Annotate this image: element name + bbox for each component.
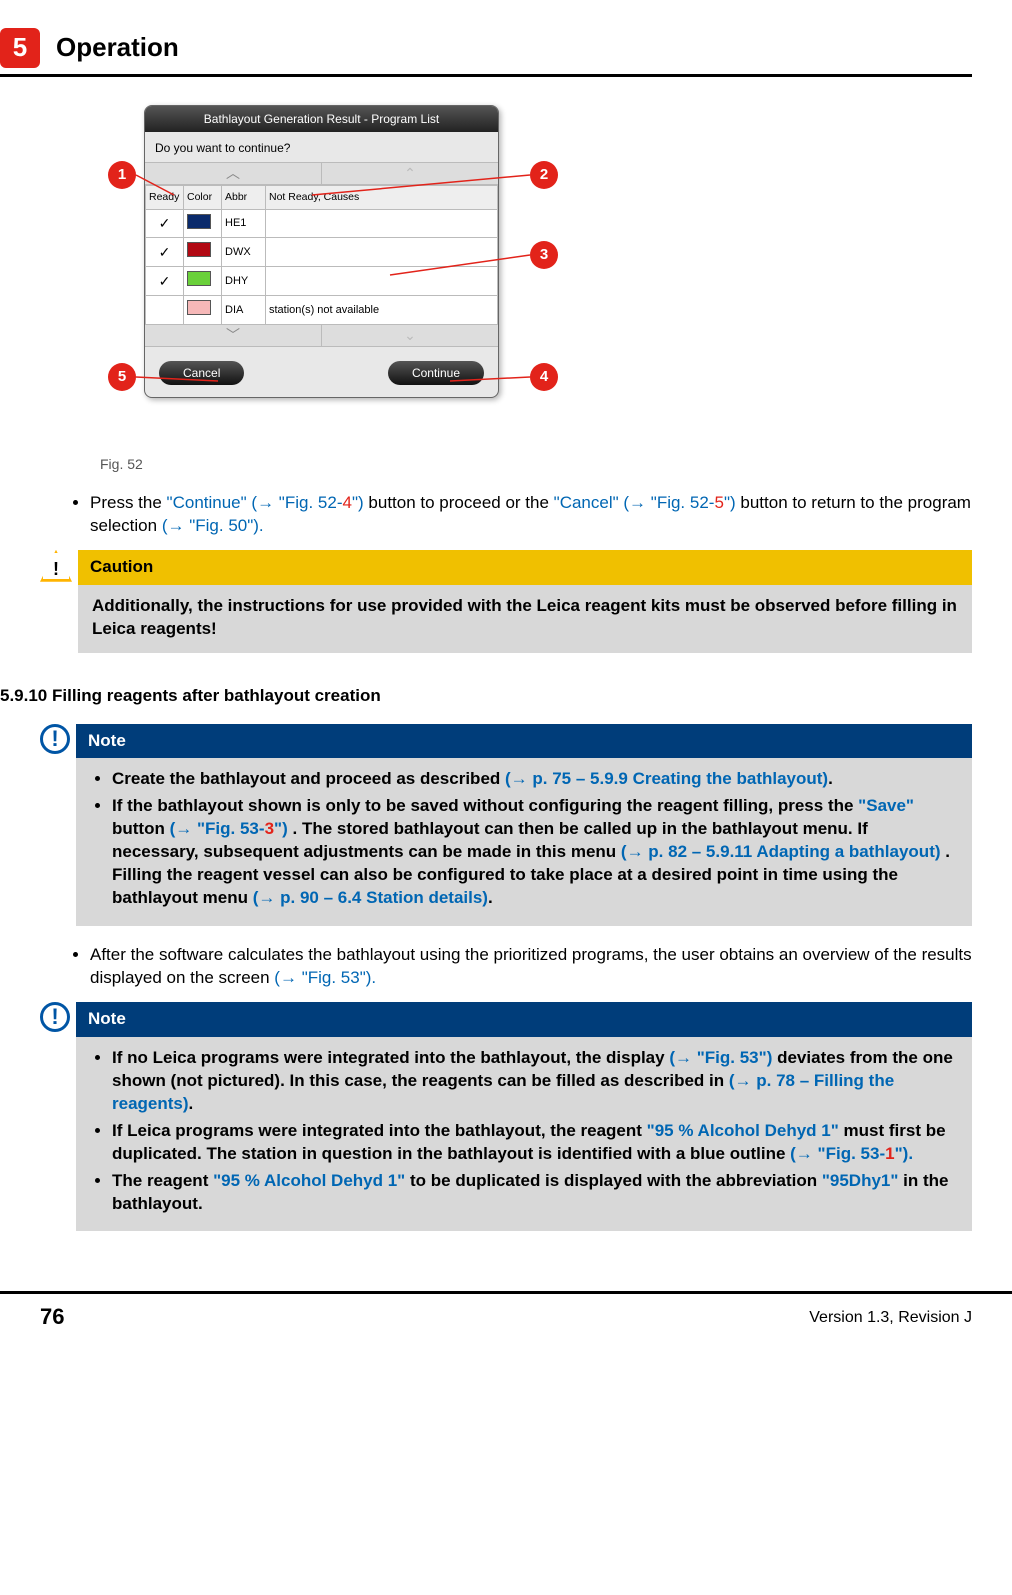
- dialog-table: ReadyColorAbbrNot Ready, Causes ✓HE1✓DWX…: [145, 185, 498, 325]
- page-number: 76: [40, 1302, 64, 1332]
- note2-item-3: The reagent "95 % Alcohol Dehyd 1" to be…: [112, 1170, 958, 1216]
- scroll-down-bar: ﹀⌄: [145, 325, 498, 347]
- instruction-continue-cancel: Press the "Continue" (→ "Fig. 52-4") but…: [90, 492, 972, 538]
- continue-button[interactable]: Continue: [388, 361, 484, 385]
- caution-box: Caution Additionally, the instructions f…: [78, 550, 972, 653]
- callout-2: 2: [530, 161, 558, 189]
- chapter-number-badge: 5: [0, 28, 40, 68]
- dialog-col-header: Abbr: [222, 186, 266, 209]
- caution-body: Additionally, the instructions for use p…: [78, 585, 972, 653]
- dialog-bathlayout-result: Bathlayout Generation Result - Program L…: [144, 105, 499, 398]
- callout-1: 1: [108, 161, 136, 189]
- note1-item-2: If the bathlayout shown is only to be sa…: [112, 795, 958, 910]
- dialog-title: Bathlayout Generation Result - Program L…: [145, 106, 498, 132]
- cancel-button[interactable]: Cancel: [159, 361, 244, 385]
- instruction-overview: After the software calculates the bathla…: [90, 944, 972, 990]
- callout-5: 5: [108, 363, 136, 391]
- note2-item-2: If Leica programs were integrated into t…: [112, 1120, 958, 1166]
- dialog-row: ✓HE1: [146, 209, 498, 238]
- dialog-row: DIAstation(s) not available: [146, 296, 498, 325]
- note-head: Note: [76, 724, 972, 759]
- note-icon: !: [40, 1002, 70, 1032]
- figure-52: Bathlayout Generation Result - Program L…: [100, 105, 580, 445]
- callout-3: 3: [530, 241, 558, 269]
- note2-item-1: If no Leica programs were integrated int…: [112, 1047, 958, 1116]
- scroll-up-bar: ︿⌃: [145, 163, 498, 185]
- caution-icon: !: [40, 550, 72, 582]
- dialog-question: Do you want to continue?: [145, 132, 498, 163]
- dialog-col-header: Color: [184, 186, 222, 209]
- note-head: Note: [76, 1002, 972, 1037]
- note-box-1: Note Create the bathlayout and proceed a…: [76, 724, 972, 927]
- note-icon: !: [40, 724, 70, 754]
- note-box-2: Note If no Leica programs were integrate…: [76, 1002, 972, 1232]
- chapter-title: Operation: [56, 30, 179, 65]
- dialog-row: ✓DHY: [146, 267, 498, 296]
- subsection-heading: 5.9.10 Filling reagents after bathlayout…: [0, 685, 972, 708]
- note1-item-1: Create the bathlayout and proceed as des…: [112, 768, 958, 791]
- header-rule: [0, 74, 972, 77]
- version-text: Version 1.3, Revision J: [809, 1307, 972, 1329]
- dialog-col-header: Not Ready, Causes: [266, 186, 498, 209]
- dialog-row: ✓DWX: [146, 238, 498, 267]
- dialog-col-header: Ready: [146, 186, 184, 209]
- figure-caption: Fig. 52: [100, 455, 972, 474]
- callout-4: 4: [530, 363, 558, 391]
- caution-head: Caution: [78, 550, 972, 585]
